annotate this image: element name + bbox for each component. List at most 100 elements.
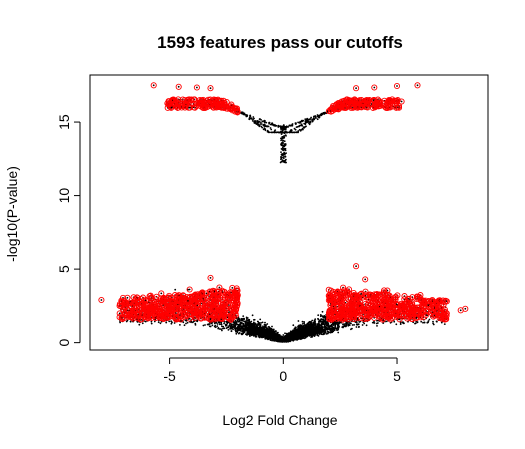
data-point xyxy=(300,334,302,337)
data-point xyxy=(432,323,435,326)
data-point xyxy=(308,327,310,330)
data-point xyxy=(324,326,327,328)
data-point xyxy=(276,331,279,334)
data-point xyxy=(305,324,308,326)
data-point xyxy=(271,339,273,342)
data-point xyxy=(313,320,316,323)
data-point xyxy=(422,321,424,324)
data-point xyxy=(347,323,350,326)
data-point xyxy=(395,323,398,326)
data-point xyxy=(311,319,314,322)
data-point xyxy=(228,324,231,327)
data-point xyxy=(231,287,234,289)
data-point xyxy=(227,329,230,331)
data-point xyxy=(255,326,258,329)
data-point xyxy=(261,328,264,330)
data-point xyxy=(297,325,299,328)
data-point xyxy=(376,319,378,322)
data-point xyxy=(335,327,338,330)
data-point xyxy=(247,321,249,324)
data-point xyxy=(216,325,219,327)
data-point xyxy=(240,327,243,330)
data-point xyxy=(324,323,326,326)
data-point xyxy=(316,323,318,325)
data-point xyxy=(284,332,286,335)
data-point xyxy=(138,323,141,326)
data-point xyxy=(126,296,129,299)
data-point xyxy=(277,336,280,339)
data-point xyxy=(242,315,245,317)
data-point xyxy=(227,326,230,329)
data-point xyxy=(296,331,299,334)
data-point xyxy=(204,324,206,326)
data-point xyxy=(269,333,271,335)
data-point xyxy=(304,327,306,330)
data-point xyxy=(355,326,358,328)
data-point xyxy=(265,328,268,331)
data-point xyxy=(316,334,319,337)
data-point xyxy=(331,327,334,330)
data-point xyxy=(292,324,295,327)
data-point xyxy=(252,323,255,326)
data-point xyxy=(265,324,267,327)
data-point xyxy=(159,322,162,325)
data-point xyxy=(274,336,277,338)
data-point xyxy=(393,320,396,323)
data-point xyxy=(287,338,289,341)
data-point xyxy=(258,322,261,324)
data-point xyxy=(244,325,247,328)
data-point xyxy=(313,334,315,337)
data-point xyxy=(399,323,402,325)
data-point xyxy=(170,320,173,323)
data-point xyxy=(303,322,306,325)
data-point xyxy=(237,329,240,332)
data-point xyxy=(432,320,434,323)
data-point xyxy=(303,321,305,323)
data-point xyxy=(234,321,236,324)
data-point xyxy=(262,333,265,336)
data-point xyxy=(222,325,225,328)
data-point xyxy=(329,325,331,328)
data-point xyxy=(327,325,329,328)
data-point xyxy=(236,331,239,334)
data-point xyxy=(271,325,273,328)
data-point xyxy=(267,326,270,328)
data-point xyxy=(322,316,325,319)
data-point xyxy=(234,324,237,327)
data-point xyxy=(245,333,247,336)
data-point xyxy=(297,327,299,329)
data-point xyxy=(320,330,323,333)
data-point xyxy=(330,324,333,327)
data-point xyxy=(353,324,355,326)
data-point xyxy=(322,329,325,332)
data-point xyxy=(256,323,259,325)
data-point xyxy=(279,340,282,343)
data-point xyxy=(236,329,239,332)
data-point xyxy=(271,337,274,339)
data-point xyxy=(241,326,244,329)
data-point xyxy=(174,288,177,291)
data-point xyxy=(223,327,226,330)
data-point xyxy=(282,338,285,340)
data-point xyxy=(253,330,255,333)
data-point xyxy=(321,310,324,313)
data-point xyxy=(185,322,187,325)
data-point xyxy=(426,314,428,317)
data-point xyxy=(298,338,300,340)
data-point xyxy=(118,312,121,315)
data-point xyxy=(243,330,246,333)
data-point xyxy=(329,331,332,334)
data-point xyxy=(247,319,249,321)
data-point xyxy=(250,331,253,334)
data-point xyxy=(336,329,339,331)
data-point xyxy=(238,332,241,334)
data-point xyxy=(220,328,223,330)
data-point xyxy=(303,324,306,326)
data-point xyxy=(301,323,304,325)
data-point xyxy=(170,322,173,325)
data-point xyxy=(242,323,245,326)
data-point xyxy=(246,331,249,334)
data-point xyxy=(282,334,285,336)
data-point xyxy=(254,324,256,326)
